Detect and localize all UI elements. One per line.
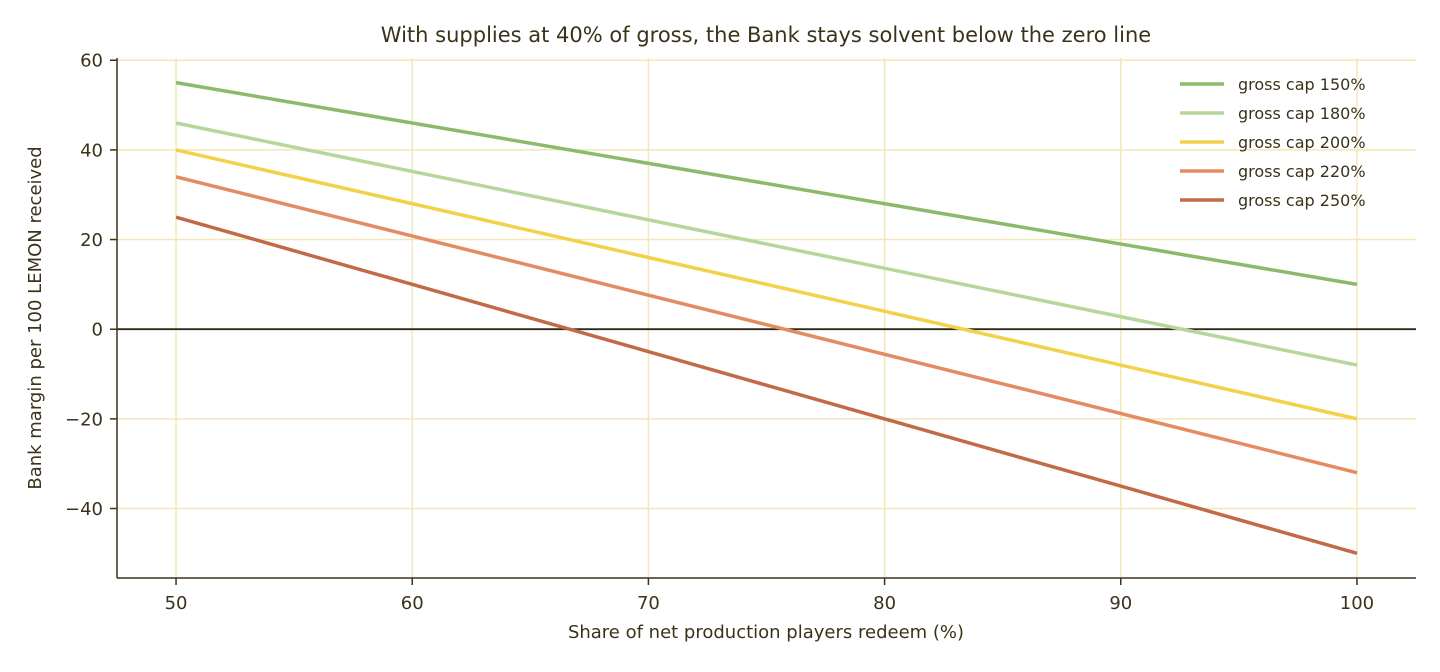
y-tick-label: 60 (80, 51, 103, 72)
series-line-3 (175, 148, 1358, 421)
y-tick-label: −40 (65, 499, 103, 520)
legend-label: gross cap 250% (1238, 191, 1366, 210)
legend: gross cap 150% gross cap 180% gross cap 20… (1180, 75, 1366, 210)
y-axis-label: Bank margin per 100 LEMON received (25, 146, 46, 489)
legend-label: gross cap 220% (1238, 162, 1366, 181)
legend-label: gross cap 150% (1238, 75, 1366, 94)
legend-label: gross cap 200% (1238, 133, 1366, 152)
series-line-4 (175, 175, 1358, 475)
legend-label: gross cap 180% (1238, 104, 1366, 123)
legend-entry-4: gross cap 220% (1180, 162, 1366, 181)
legend-entry-5: gross cap 250% (1180, 191, 1366, 210)
x-tick-label: 50 (165, 593, 188, 614)
axes-layer: 50 60 70 80 90 100 60 40 20 0 −20 −40 (65, 51, 1416, 614)
legend-entry-2: gross cap 180% (1180, 104, 1366, 123)
chart-title: With supplies at 40% of gross, the Bank … (381, 23, 1151, 47)
x-tick-label: 80 (873, 593, 896, 614)
y-tick-label: 0 (92, 320, 103, 341)
series-line-1 (175, 80, 1358, 287)
x-tick-label: 60 (401, 593, 424, 614)
grid-layer (117, 58, 1416, 578)
x-tick-label: 100 (1340, 593, 1374, 614)
y-tick-label: 20 (80, 230, 103, 251)
series-line-5 (175, 215, 1358, 556)
x-tick-label: 70 (637, 593, 660, 614)
x-axis-label: Share of net production players redeem (… (568, 622, 964, 643)
series-layer (175, 80, 1358, 556)
series-line-2 (175, 121, 1358, 367)
y-tick-label: −20 (65, 409, 103, 430)
legend-entry-1: gross cap 150% (1180, 75, 1366, 94)
legend-entry-3: gross cap 200% (1180, 133, 1366, 152)
y-tick-label: 40 (80, 140, 103, 161)
x-tick-label: 90 (1109, 593, 1132, 614)
